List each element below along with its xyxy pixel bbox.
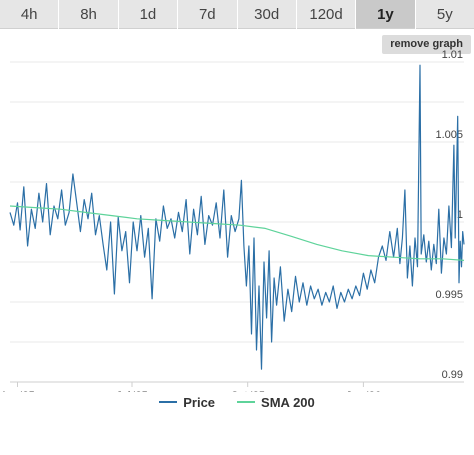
tab-30d[interactable]: 30d xyxy=(237,0,296,29)
legend-item-price[interactable]: Price xyxy=(159,393,215,411)
x-tick-label: Oct '25 xyxy=(230,390,265,392)
tab-5y[interactable]: 5y xyxy=(415,0,474,29)
timeframe-tabs: 4h 8h 1d 7d 30d 120d 1y 5y xyxy=(0,0,474,30)
legend-swatch-price xyxy=(159,401,178,403)
series-line-sma-200 xyxy=(9,205,465,261)
legend-label-price: Price xyxy=(183,394,216,410)
legend-item-sma-200[interactable]: SMA 200 xyxy=(237,393,315,411)
tab-4h[interactable]: 4h xyxy=(0,0,59,29)
y-tick-label: 0.99 xyxy=(442,369,463,381)
tab-1y[interactable]: 1y xyxy=(356,0,415,29)
y-tick-label: 0.995 xyxy=(435,289,463,301)
chart-legend: Price SMA 200 xyxy=(0,393,474,411)
legend-label-sma-200: SMA 200 xyxy=(261,394,315,410)
y-tick-label: 1.005 xyxy=(435,129,463,141)
tab-8h[interactable]: 8h xyxy=(59,0,118,29)
y-tick-label: 1 xyxy=(457,209,463,221)
x-tick-label: Jan '26 xyxy=(346,390,381,392)
x-tick-label: Jul '25 xyxy=(116,390,147,392)
price-chart: 1.01 1.005 1 0.995 0.99 Apr '25 Jul '25 Oct '25… xyxy=(0,49,465,392)
remove-graph-button[interactable]: remove graph xyxy=(382,35,471,54)
series-line-price xyxy=(9,64,465,370)
tab-120d[interactable]: 120d xyxy=(296,0,356,29)
x-tick-label: Apr '25 xyxy=(0,390,35,392)
tab-7d[interactable]: 7d xyxy=(178,0,237,29)
legend-swatch-sma-200 xyxy=(237,401,256,403)
tab-1d[interactable]: 1d xyxy=(118,0,178,29)
y-tick-label: 1.01 xyxy=(442,49,463,61)
